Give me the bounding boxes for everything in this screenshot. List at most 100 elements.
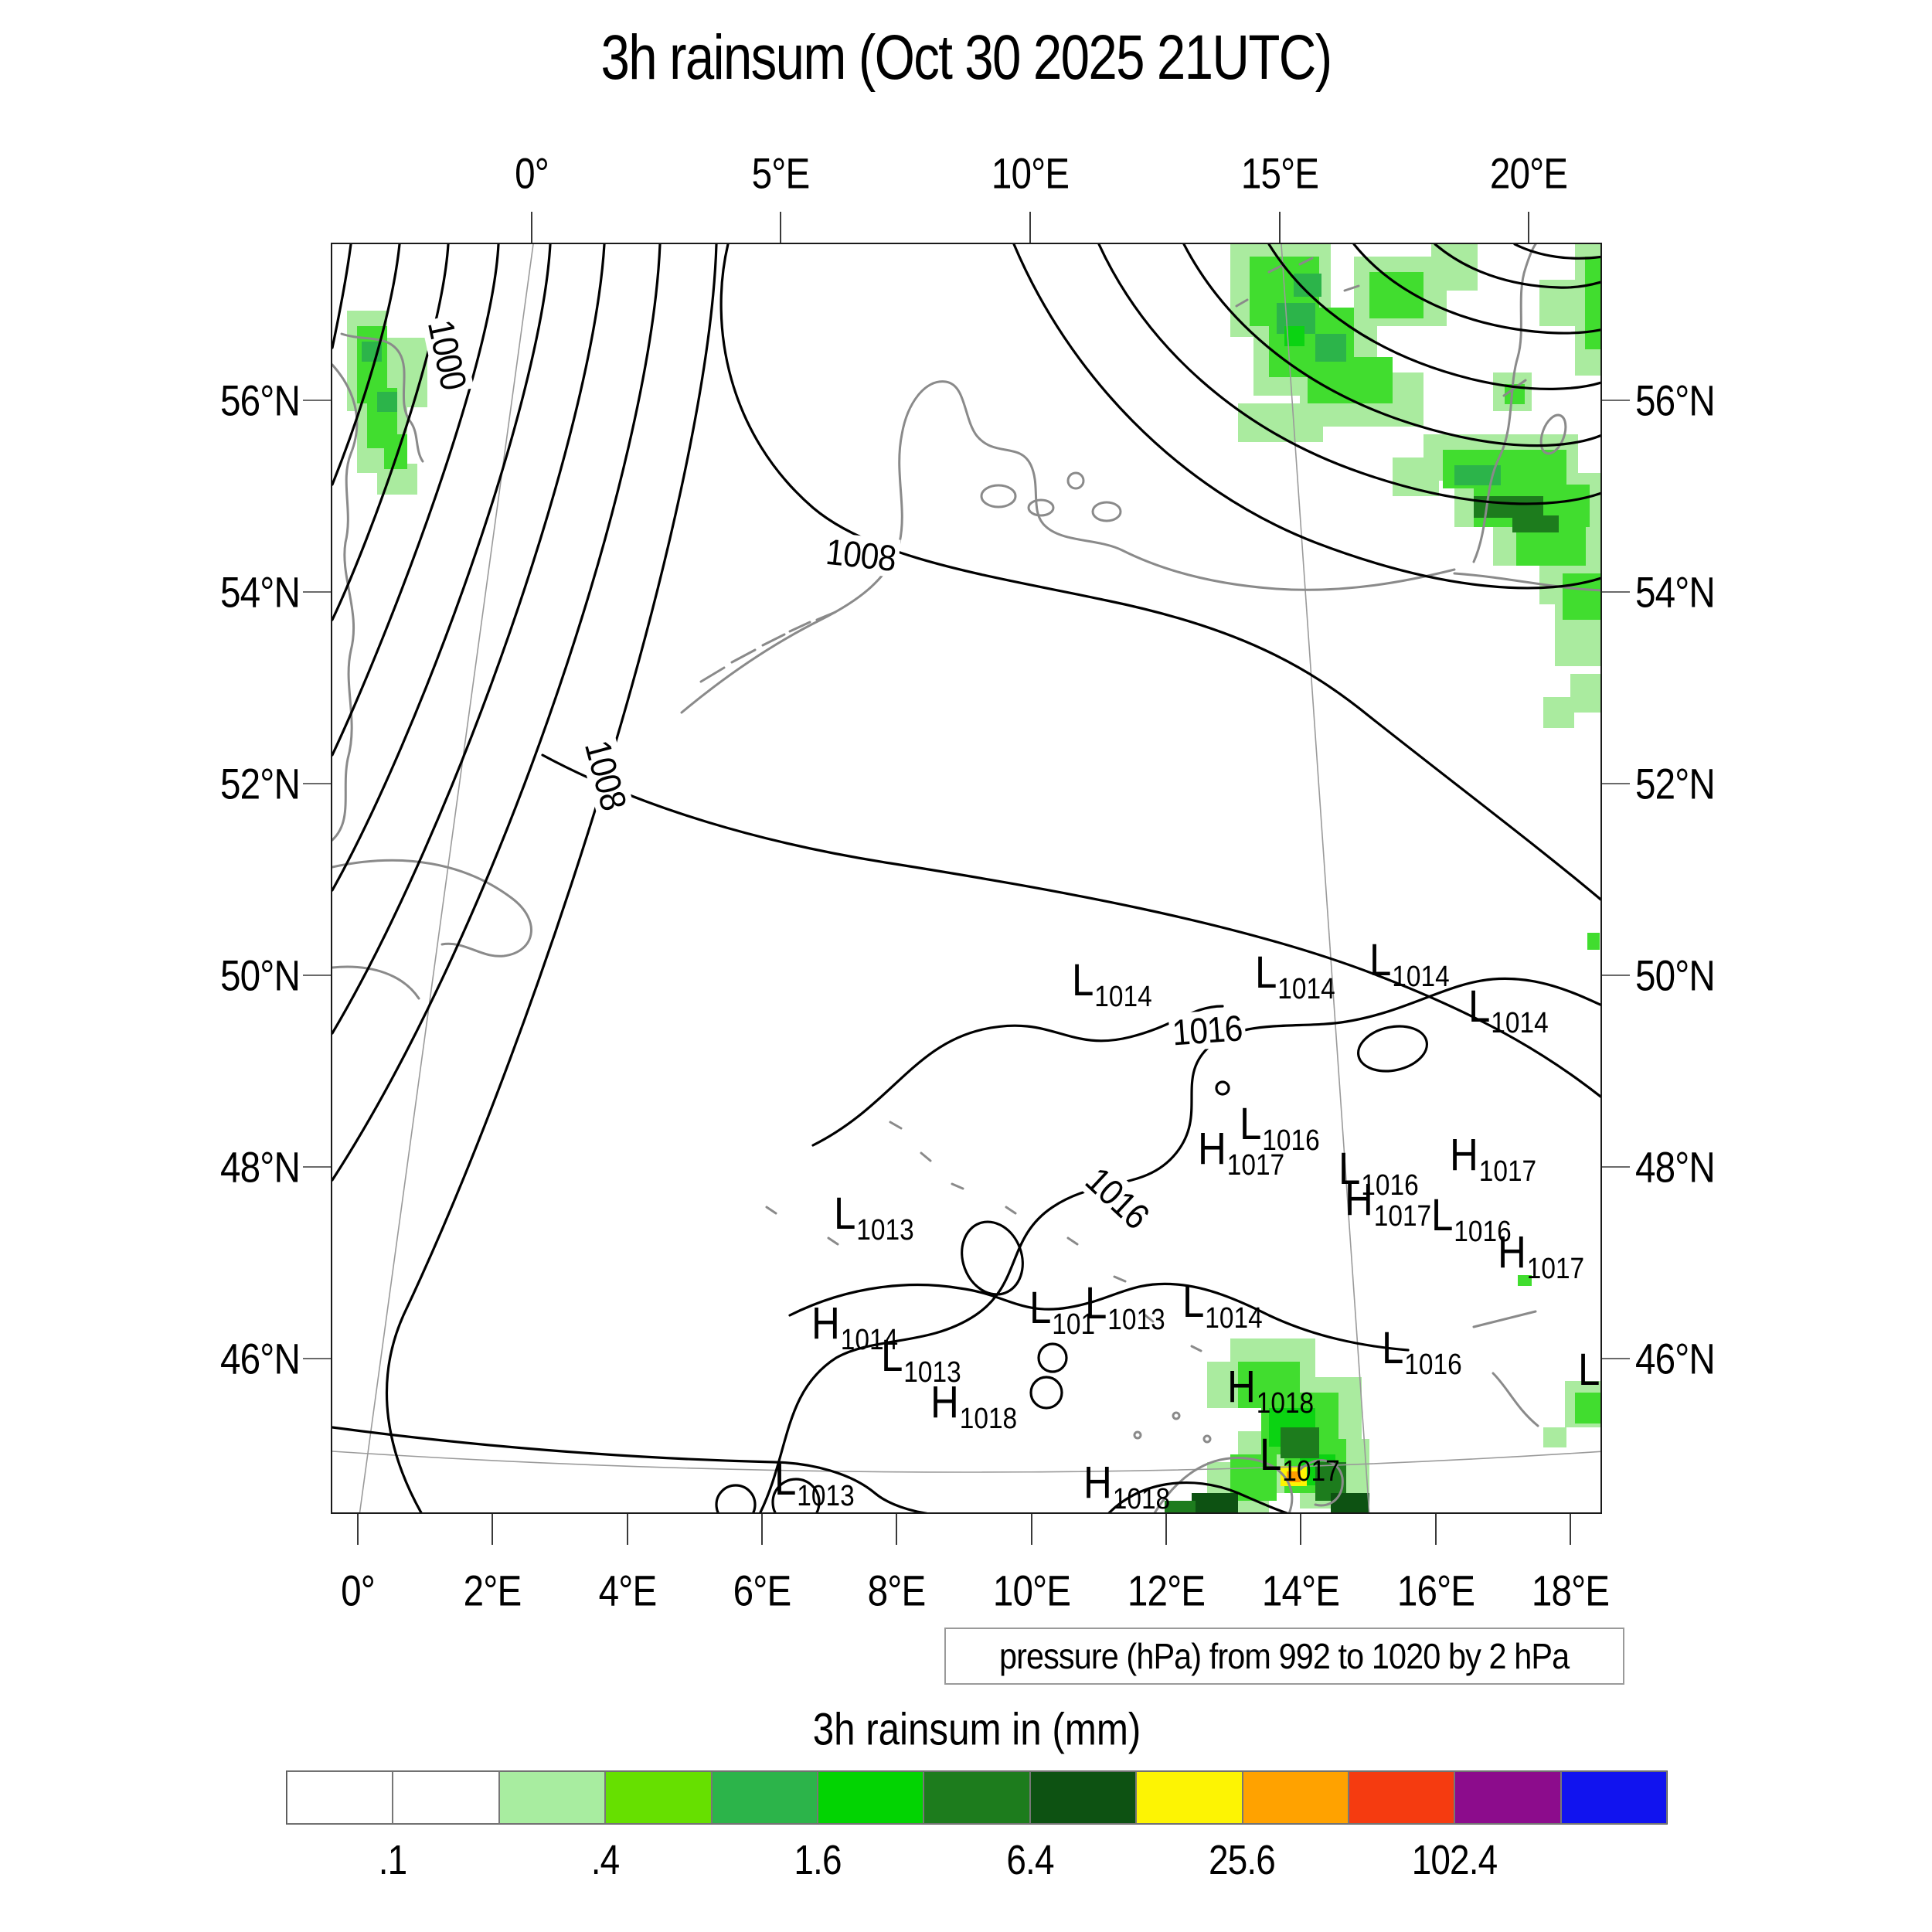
lat-tick-right bbox=[1602, 783, 1630, 784]
isobar-ne bbox=[1513, 244, 1600, 260]
pressure-marker-letter: L bbox=[1029, 1283, 1052, 1333]
isobar-loop bbox=[1037, 1342, 1068, 1373]
pressure-marker-value: 1017 bbox=[1226, 1149, 1285, 1182]
isobar-1014 bbox=[811, 1005, 1224, 1147]
isobar-loop bbox=[1357, 1025, 1428, 1073]
rain-shading-layer bbox=[347, 244, 1600, 1512]
pressure-marker-letter: H bbox=[1227, 1362, 1256, 1412]
isobar bbox=[332, 244, 606, 1035]
lat-tick-left bbox=[303, 400, 331, 401]
lat-tick-right bbox=[1602, 1358, 1630, 1359]
isobar bbox=[385, 244, 718, 1512]
pressure-marker-letter: H bbox=[811, 1298, 840, 1349]
pressure-marker-letter: L bbox=[1255, 947, 1277, 998]
pressure-marker-low: L1016 bbox=[1431, 1190, 1512, 1247]
lon-label-top: 0° bbox=[515, 148, 549, 198]
colorbar-cell-0 bbox=[287, 1771, 393, 1824]
pressure-marker-letter: H bbox=[1345, 1175, 1373, 1225]
pressure-marker-value: 1016 bbox=[1454, 1216, 1512, 1248]
lat-label-right: 48°N bbox=[1635, 1142, 1716, 1192]
isobar-ne bbox=[1097, 244, 1600, 505]
pressure-marker-letter: L bbox=[1369, 935, 1392, 985]
isobar-loop bbox=[1029, 1376, 1063, 1410]
isobar bbox=[332, 244, 500, 757]
pressure-marker-value: 1017 bbox=[1282, 1455, 1340, 1488]
coastline-layer bbox=[332, 244, 1600, 1512]
pressure-marker-value: 1018 bbox=[1256, 1387, 1315, 1420]
pressure-marker-letter: L bbox=[1468, 981, 1491, 1032]
pressure-marker-low: L1014 bbox=[1255, 951, 1335, 1005]
lon-tick-bottom bbox=[492, 1514, 493, 1545]
pressure-marker-value: 1014 bbox=[1392, 961, 1450, 993]
lat-label-right: 50°N bbox=[1635, 951, 1716, 1000]
pressure-marker-letter: L bbox=[1431, 1190, 1454, 1240]
colorbar-cell-6 bbox=[923, 1771, 1030, 1824]
lon-tick-bottom bbox=[896, 1514, 897, 1545]
pressure-marker-low: L1016 bbox=[1240, 1102, 1320, 1156]
colorbar-cell-1 bbox=[393, 1771, 499, 1824]
lat-tick-left bbox=[303, 783, 331, 784]
lon-tick-top bbox=[1528, 212, 1529, 243]
pressure-marker-low: L101 bbox=[1029, 1283, 1095, 1340]
rain-blob-alps bbox=[1165, 1275, 1532, 1512]
pressure-marker-letter: L bbox=[881, 1331, 903, 1381]
pressure-marker-value: 1014 bbox=[1205, 1302, 1263, 1335]
lon-tick-bottom bbox=[1031, 1514, 1032, 1545]
lon-tick-top bbox=[780, 212, 781, 243]
rain-blob-northeast bbox=[1230, 244, 1600, 442]
lon-label-bottom: 6°E bbox=[733, 1566, 792, 1615]
lon-tick-top bbox=[1029, 212, 1031, 243]
lat-label-left: 54°N bbox=[220, 567, 301, 617]
pressure-marker-high: H1017 bbox=[1345, 1175, 1431, 1232]
lat-label-left: 50°N bbox=[220, 951, 301, 1000]
lat-label-left: 52°N bbox=[220, 759, 301, 808]
pressure-marker-value: 1013 bbox=[903, 1356, 961, 1389]
isobar-ne bbox=[1267, 244, 1600, 390]
lon-label-bottom: 2°E bbox=[463, 1566, 522, 1615]
parallel-45n bbox=[332, 1451, 1600, 1473]
isobar-bottom bbox=[332, 1426, 928, 1512]
pressure-marker-letter: L bbox=[1085, 1278, 1107, 1328]
colorbar-cell-9 bbox=[1242, 1771, 1349, 1824]
pressure-marker-letter: H bbox=[1450, 1130, 1478, 1180]
lon-label-bottom: 8°E bbox=[867, 1566, 927, 1615]
pressure-marker-low: L1017 bbox=[1260, 1433, 1340, 1487]
lon-tick-bottom bbox=[1570, 1514, 1571, 1545]
colorbar-tick-label: .4 bbox=[590, 1837, 620, 1883]
meridian-0deg bbox=[359, 244, 534, 1512]
lat-label-left: 48°N bbox=[220, 1142, 301, 1192]
pressure-marker-value: 1013 bbox=[1107, 1304, 1165, 1336]
lat-tick-right bbox=[1602, 591, 1630, 593]
pressure-marker-value: 1014 bbox=[1277, 973, 1335, 1005]
pressure-marker-value: 1018 bbox=[1112, 1483, 1171, 1514]
map-canvas: 1000 1008 1008 1016 1016 L1014 L1014 L1014 L1014… bbox=[331, 243, 1602, 1514]
pressure-marker-low: L1014 bbox=[1369, 935, 1450, 992]
pressure-marker-value: 10 bbox=[1600, 1370, 1602, 1403]
lon-label-bottom: 14°E bbox=[1261, 1566, 1340, 1615]
pressure-marker-low: L1013 bbox=[881, 1331, 961, 1388]
isobar-ne bbox=[1012, 244, 1600, 590]
isobar bbox=[332, 244, 401, 486]
pressure-marker-value: 101 bbox=[1052, 1308, 1096, 1341]
colorbar-tick-label: 6.4 bbox=[1006, 1837, 1054, 1883]
colorbar-cell-2 bbox=[498, 1771, 606, 1824]
pressure-marker-value: 1013 bbox=[797, 1480, 855, 1512]
pressure-marker-low: L1013 bbox=[834, 1192, 914, 1246]
lat-tick-right bbox=[1602, 400, 1630, 401]
colorbar-cell-5 bbox=[817, 1771, 924, 1824]
isobar bbox=[332, 244, 450, 621]
pressure-marker-value: 1016 bbox=[1404, 1349, 1462, 1381]
lat-tick-right bbox=[1602, 1166, 1630, 1168]
lon-label-top: 10°E bbox=[991, 148, 1070, 198]
pressure-marker-low: L1014 bbox=[1182, 1280, 1263, 1334]
lon-label-bottom: 10°E bbox=[992, 1566, 1071, 1615]
pressure-marker-value: 1016 bbox=[1361, 1169, 1419, 1202]
lon-label-top: 5°E bbox=[751, 148, 811, 198]
lon-label-bottom: 16°E bbox=[1396, 1566, 1475, 1615]
colorbar-cell-4 bbox=[711, 1771, 818, 1824]
pressure-marker-low: L1013 bbox=[1085, 1278, 1165, 1335]
lat-label-left: 46°N bbox=[220, 1334, 301, 1383]
isobar-value-label: 1008 bbox=[821, 531, 901, 579]
meridian-15deg bbox=[1281, 244, 1370, 1512]
